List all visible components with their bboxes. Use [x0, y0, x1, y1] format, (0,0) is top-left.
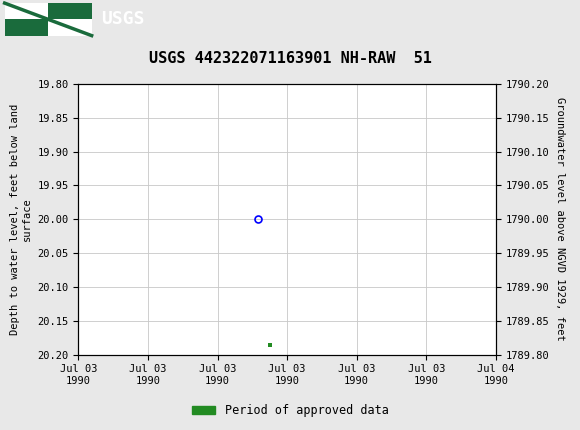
FancyBboxPatch shape: [5, 3, 92, 36]
FancyBboxPatch shape: [48, 19, 92, 36]
FancyBboxPatch shape: [5, 3, 48, 19]
Legend: Period of approved data: Period of approved data: [187, 399, 393, 422]
Y-axis label: Depth to water level, feet below land
surface: Depth to water level, feet below land su…: [10, 104, 32, 335]
Text: USGS: USGS: [102, 10, 145, 28]
Text: USGS 442322071163901 NH-RAW  51: USGS 442322071163901 NH-RAW 51: [148, 51, 432, 65]
FancyBboxPatch shape: [5, 19, 48, 36]
FancyBboxPatch shape: [48, 3, 92, 19]
Y-axis label: Groundwater level above NGVD 1929, feet: Groundwater level above NGVD 1929, feet: [555, 98, 565, 341]
